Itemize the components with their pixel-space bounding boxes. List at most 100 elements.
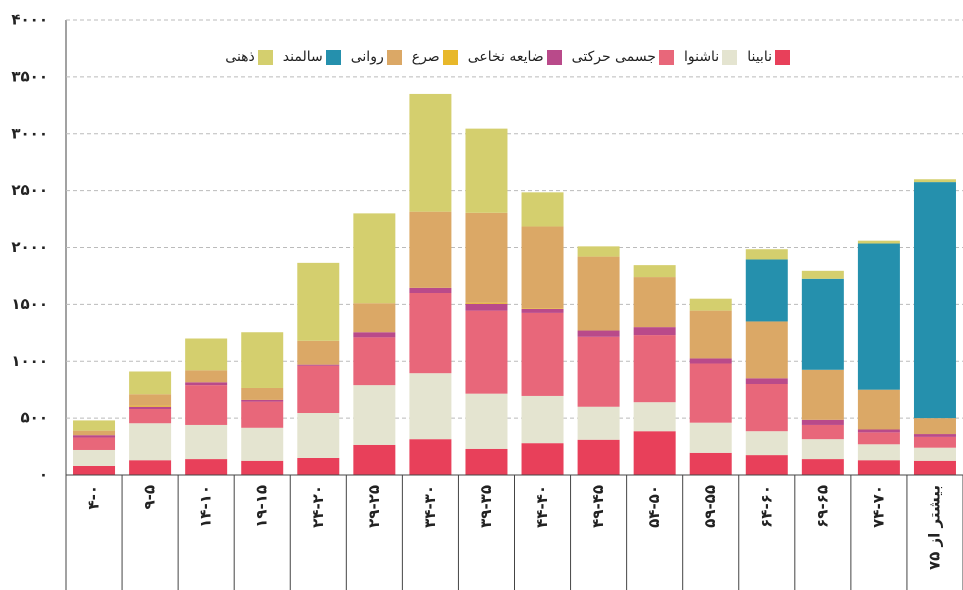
bar-segment bbox=[185, 459, 228, 475]
bar-segment bbox=[801, 459, 844, 475]
bar-segment bbox=[465, 303, 508, 311]
bar-segment bbox=[857, 429, 900, 433]
bar-segment bbox=[297, 262, 340, 341]
bar-segment bbox=[241, 399, 284, 402]
bar-segment bbox=[73, 435, 116, 438]
bar-segment bbox=[689, 298, 732, 311]
y-tick-label: ۲۰۰۰ bbox=[11, 238, 48, 256]
bar-segment bbox=[409, 211, 452, 288]
x-tick-label: ۶۹-۶۵ bbox=[813, 485, 831, 528]
bar-segment bbox=[241, 401, 284, 428]
bar-segment bbox=[353, 303, 396, 333]
bar-segment bbox=[857, 240, 900, 244]
bar-segment bbox=[633, 277, 676, 328]
bar-segment bbox=[353, 337, 396, 386]
bar-segment bbox=[465, 212, 508, 303]
bar-segment bbox=[689, 452, 732, 475]
bar-segment bbox=[857, 432, 900, 445]
legend-label: نابینا bbox=[747, 49, 772, 65]
y-tick-label: ۰ bbox=[39, 466, 48, 484]
bar-segment bbox=[73, 420, 116, 431]
bar-segment bbox=[73, 465, 116, 475]
bar-segment bbox=[913, 447, 956, 461]
legend-swatch bbox=[658, 49, 674, 65]
bar-segment bbox=[465, 448, 508, 475]
bar-segment bbox=[465, 393, 508, 449]
y-tick-label: ۵۰۰ bbox=[21, 409, 48, 427]
bar-segment bbox=[577, 330, 620, 337]
bar-segment bbox=[913, 418, 956, 435]
bar-segment bbox=[241, 460, 284, 475]
bar-segment bbox=[521, 308, 564, 313]
bar-segment bbox=[913, 182, 956, 419]
bar-segment bbox=[409, 373, 452, 440]
y-tick-label: ۳۵۰۰ bbox=[11, 67, 48, 85]
legend-swatch bbox=[775, 49, 790, 65]
x-tick-label: ۷۴-۷۰ bbox=[869, 485, 887, 528]
bar-segment bbox=[297, 364, 340, 366]
bar-segment bbox=[73, 449, 116, 466]
bar-segment bbox=[409, 293, 452, 374]
bar-segment bbox=[801, 278, 844, 370]
x-tick-label: ۵۴-۵۰ bbox=[645, 485, 663, 528]
x-tick-label: ۴۹-۴۵ bbox=[589, 485, 607, 528]
bar-segment bbox=[801, 369, 844, 420]
x-tick-label: ۴-۰ bbox=[85, 485, 103, 510]
bar-segment bbox=[745, 259, 788, 322]
bar-segment bbox=[577, 439, 620, 475]
bar-segment bbox=[633, 431, 676, 475]
legend-swatch bbox=[722, 49, 738, 65]
bar-segment bbox=[129, 405, 172, 407]
x-tick-label: ۱۴-۱۰ bbox=[197, 485, 215, 528]
y-tick-label: ۲۵۰۰ bbox=[11, 181, 48, 199]
bar-segment bbox=[297, 365, 340, 414]
legend-item: ضایعه نخاعی bbox=[468, 49, 562, 65]
bar-segment bbox=[745, 378, 788, 384]
bar-segment bbox=[577, 406, 620, 440]
bar-segment bbox=[73, 437, 116, 450]
legend-swatch bbox=[442, 49, 458, 65]
legend-item: سالمند bbox=[283, 49, 341, 65]
bar-segment bbox=[801, 419, 844, 425]
bar-segment bbox=[353, 213, 396, 304]
bar-segment bbox=[521, 226, 564, 309]
x-tick-label: ۵۹-۵۵ bbox=[701, 485, 719, 528]
bar-segment bbox=[465, 128, 508, 213]
x-tick-label: ۲۴-۲۰ bbox=[309, 485, 327, 528]
bar-segment bbox=[465, 302, 508, 304]
bar-segment bbox=[745, 249, 788, 260]
x-tick-label: ۳۹-۳۵ bbox=[477, 485, 495, 528]
bar-segment bbox=[801, 424, 844, 440]
legend-swatch bbox=[386, 49, 402, 65]
bar-segment bbox=[689, 422, 732, 453]
x-tick-label: ۳۴-۳۰ bbox=[421, 485, 439, 528]
bar-segment bbox=[801, 439, 844, 460]
bar-segment bbox=[465, 310, 508, 394]
bar-segment bbox=[297, 457, 340, 475]
legend-item: صرع bbox=[412, 49, 458, 65]
bar-segment bbox=[857, 460, 900, 475]
bar-segment bbox=[633, 402, 676, 432]
bar-segment bbox=[129, 394, 172, 406]
bar-segment bbox=[241, 427, 284, 461]
bar-segment bbox=[633, 327, 676, 336]
bar-segment bbox=[521, 308, 564, 309]
bar-segment bbox=[689, 310, 732, 359]
bar-segment bbox=[913, 436, 956, 448]
legend-label: روانی bbox=[350, 49, 384, 65]
bar-segment bbox=[185, 385, 228, 425]
bar-segment bbox=[129, 423, 172, 461]
bar-segment bbox=[745, 431, 788, 456]
legend-label: سالمند bbox=[282, 49, 323, 65]
bar-segment bbox=[577, 246, 620, 257]
bar-segment bbox=[689, 358, 732, 364]
bar-segment bbox=[689, 363, 732, 423]
bar-segment bbox=[353, 332, 396, 338]
bar-segment bbox=[633, 265, 676, 278]
bar-segment bbox=[577, 256, 620, 331]
legend-swatch bbox=[546, 49, 562, 65]
bar-segment bbox=[745, 321, 788, 379]
x-tick-label: ۶۴-۶۰ bbox=[757, 485, 775, 528]
